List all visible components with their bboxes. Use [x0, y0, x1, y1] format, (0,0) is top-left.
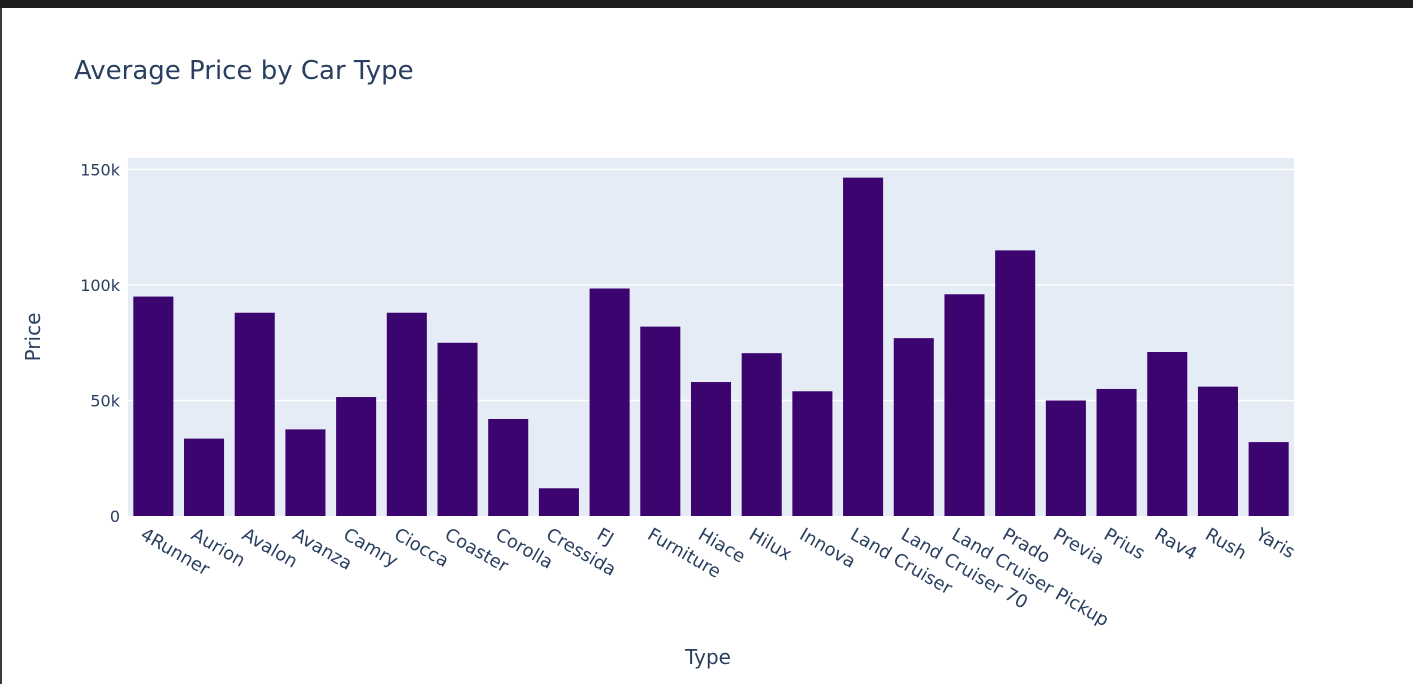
x-axis-ticks: 4RunnerAurionAvalonAvanzaCamryCioccaCoas…: [137, 524, 1299, 632]
y-tick-label: 0: [110, 507, 120, 526]
y-tick-label: 100k: [80, 276, 121, 295]
bar[interactable]: [386, 312, 427, 516]
bar[interactable]: [234, 312, 275, 516]
bar[interactable]: [640, 326, 681, 516]
y-axis-label: Price: [21, 313, 45, 362]
y-axis-ticks: 0 50k 100k 150k: [80, 161, 121, 526]
bar[interactable]: [995, 250, 1036, 517]
bar[interactable]: [133, 296, 174, 516]
bar[interactable]: [538, 488, 579, 516]
bar[interactable]: [1096, 388, 1137, 516]
bar[interactable]: [285, 429, 326, 516]
x-tick-label: Innova: [796, 524, 859, 573]
bar[interactable]: [792, 391, 833, 516]
bar[interactable]: [893, 338, 934, 516]
bar[interactable]: [336, 397, 377, 516]
bar[interactable]: [488, 418, 529, 516]
window-left-border: [0, 8, 2, 684]
bars: [133, 177, 1289, 517]
x-tick-label: Ciocca: [390, 524, 452, 572]
bar[interactable]: [741, 353, 782, 516]
bar[interactable]: [944, 294, 985, 516]
x-tick-label: Yaris: [1251, 524, 1298, 563]
bar[interactable]: [1248, 442, 1289, 516]
y-tick-label: 150k: [80, 161, 121, 180]
x-axis-label: Type: [684, 645, 731, 669]
x-tick-label: Rush: [1201, 524, 1250, 564]
bar[interactable]: [437, 342, 478, 516]
y-tick-label: 50k: [90, 392, 120, 411]
chart-title: Average Price by Car Type: [74, 56, 414, 86]
bar[interactable]: [184, 438, 225, 516]
bar[interactable]: [1045, 400, 1086, 516]
x-tick-label: Hilux: [745, 524, 795, 565]
bar[interactable]: [690, 382, 732, 516]
window-top-border: [0, 0, 1413, 8]
x-tick-label: Rav4: [1151, 524, 1201, 565]
x-tick-label: Avalon: [238, 524, 301, 572]
x-tick-label: FJ: [593, 524, 617, 550]
bar[interactable]: [589, 288, 630, 516]
x-tick-label: Previa: [1049, 524, 1107, 570]
bar[interactable]: [1147, 352, 1188, 516]
bar[interactable]: [1197, 386, 1238, 516]
x-tick-label: Prius: [1100, 524, 1148, 564]
bar[interactable]: [843, 177, 884, 516]
